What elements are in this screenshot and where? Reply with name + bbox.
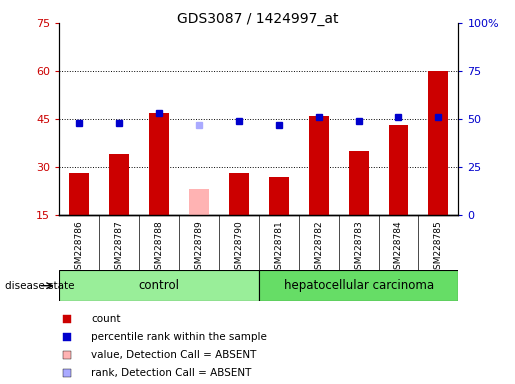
Text: GSM228786: GSM228786 <box>75 220 83 275</box>
Text: disease state: disease state <box>5 281 75 291</box>
Text: GSM228782: GSM228782 <box>314 220 323 275</box>
Bar <box>109 154 129 215</box>
Text: hepatocellular carcinoma: hepatocellular carcinoma <box>283 279 434 292</box>
Text: GSM228783: GSM228783 <box>354 220 363 275</box>
Bar <box>428 71 449 215</box>
Bar <box>269 177 289 215</box>
Text: GSM228788: GSM228788 <box>154 220 163 275</box>
Text: count: count <box>91 314 121 324</box>
Bar <box>149 113 169 215</box>
Bar <box>349 151 369 215</box>
Text: rank, Detection Call = ABSENT: rank, Detection Call = ABSENT <box>91 367 251 378</box>
Bar <box>388 126 408 215</box>
Bar <box>69 174 89 215</box>
Text: control: control <box>139 279 180 292</box>
Text: GDS3087 / 1424997_at: GDS3087 / 1424997_at <box>177 12 338 25</box>
Text: value, Detection Call = ABSENT: value, Detection Call = ABSENT <box>91 350 256 360</box>
Bar <box>229 174 249 215</box>
Text: GSM228790: GSM228790 <box>234 220 243 275</box>
Text: GSM228781: GSM228781 <box>274 220 283 275</box>
Text: GSM228784: GSM228784 <box>394 220 403 275</box>
Text: GSM228789: GSM228789 <box>195 220 203 275</box>
Text: percentile rank within the sample: percentile rank within the sample <box>91 332 267 342</box>
Bar <box>308 116 329 215</box>
Text: GSM228787: GSM228787 <box>115 220 124 275</box>
Bar <box>259 270 458 301</box>
Bar <box>59 270 259 301</box>
Text: GSM228785: GSM228785 <box>434 220 443 275</box>
Bar <box>189 189 209 215</box>
